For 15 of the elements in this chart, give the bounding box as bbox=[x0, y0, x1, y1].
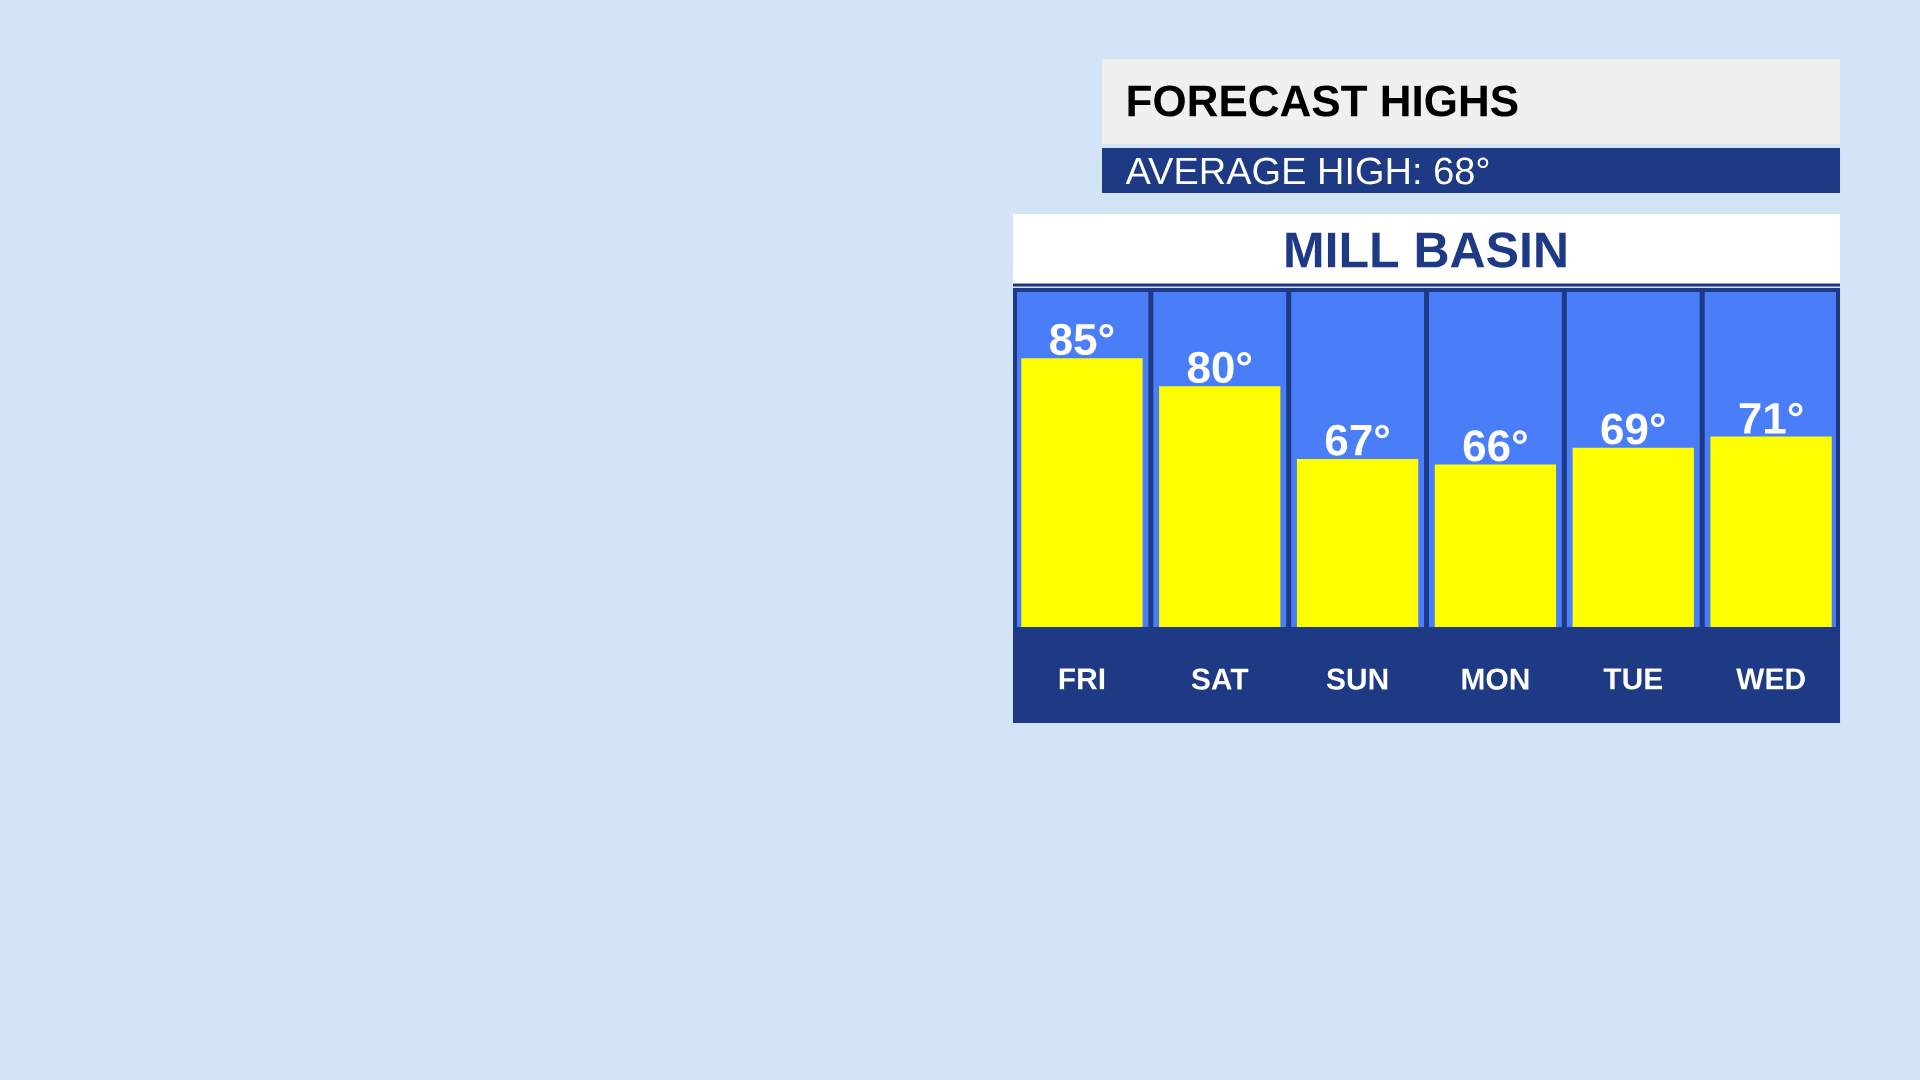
data-label: 67° bbox=[1325, 424, 1389, 456]
x-tick-label: SAT bbox=[1191, 668, 1249, 690]
data-label: 71° bbox=[1739, 402, 1803, 434]
data-label: 80° bbox=[1187, 351, 1252, 383]
chart-subtitle: AVERAGE HIGH: 68° bbox=[1125, 157, 1489, 185]
data-label: 69° bbox=[1601, 413, 1665, 445]
x-tick-label: SUN bbox=[1326, 668, 1388, 690]
x-tick-label: MON bbox=[1462, 668, 1529, 690]
data-label: 66° bbox=[1463, 430, 1527, 462]
text: MILL BASIN bbox=[1286, 232, 1566, 268]
x-tick-label: FRI bbox=[1059, 668, 1105, 690]
x-tick-label: WED bbox=[1736, 668, 1805, 690]
chart-title: FORECAST HIGHS bbox=[1128, 85, 1518, 117]
x-tick-label: TUE bbox=[1603, 668, 1663, 690]
data-label: 85° bbox=[1050, 323, 1114, 355]
